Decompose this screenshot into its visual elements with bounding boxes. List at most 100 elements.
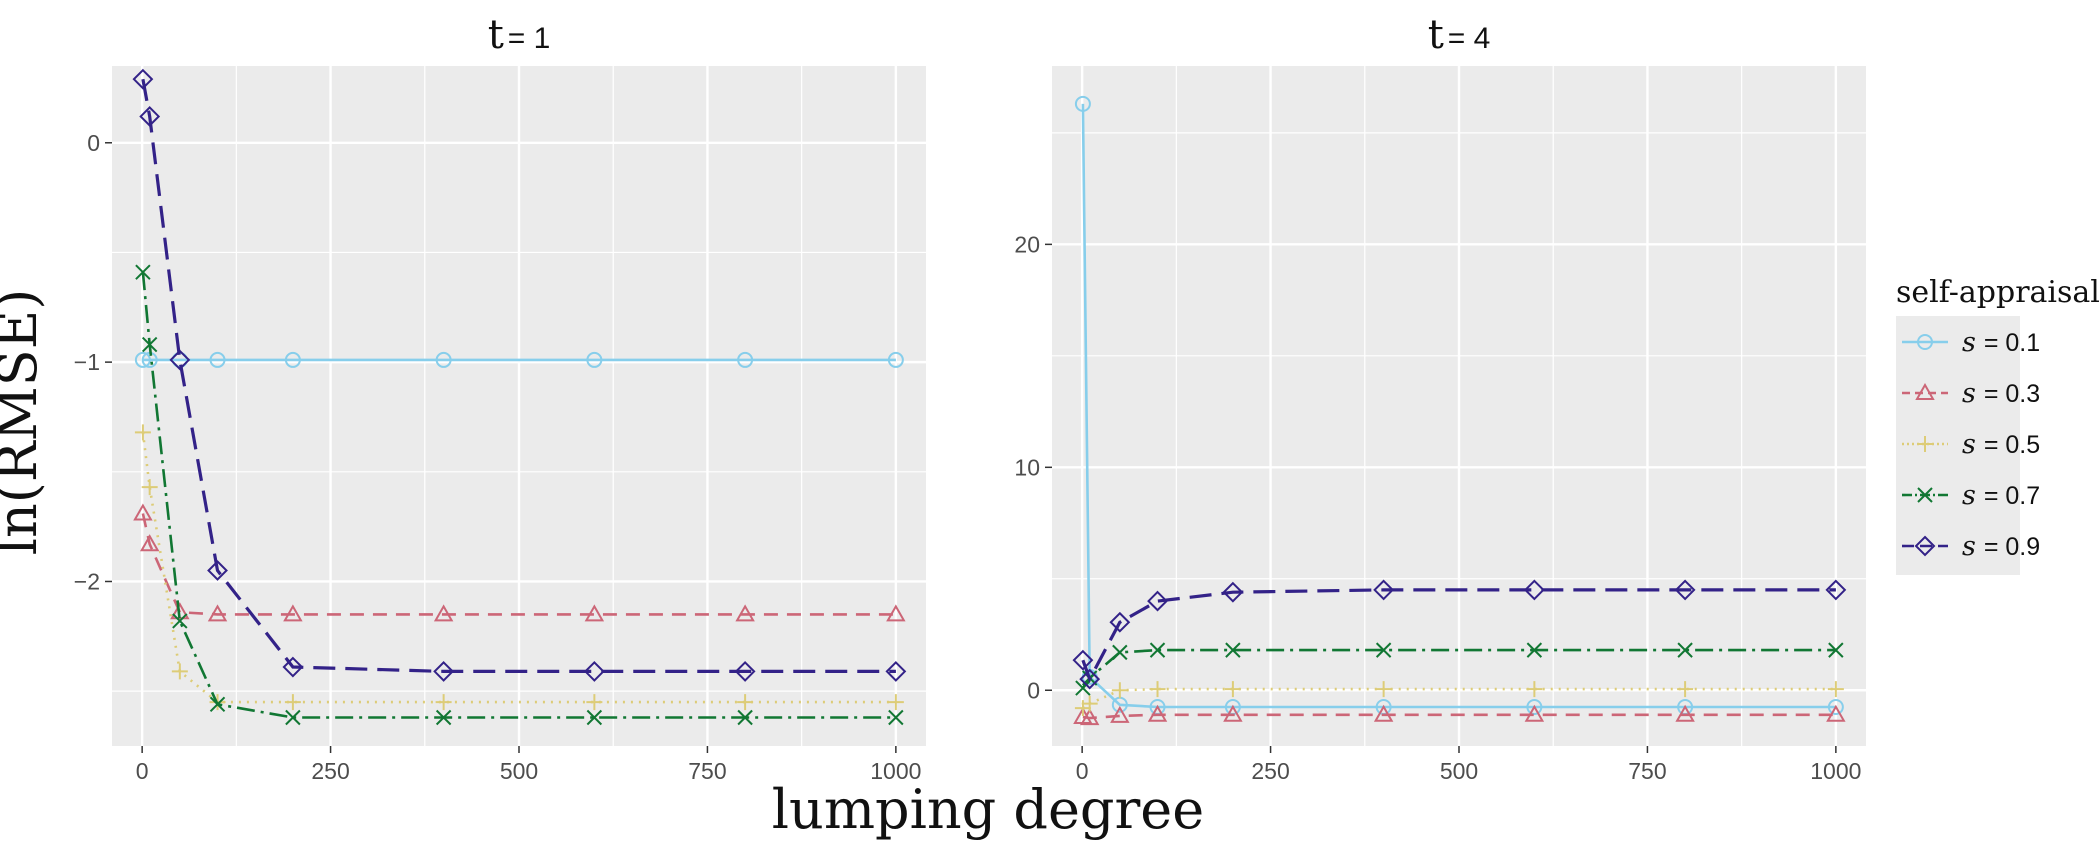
x-tick-label: 0 xyxy=(1076,758,1089,784)
data-point xyxy=(284,694,301,711)
data-point xyxy=(586,351,603,368)
data-point xyxy=(584,604,605,622)
panel-t4: 0 250 500 750 1000 0 10 20 t = 4 xyxy=(1014,12,1866,784)
y-tick-label: 0 xyxy=(1027,677,1040,703)
data-point xyxy=(1825,579,1847,601)
data-point xyxy=(209,351,226,368)
data-point xyxy=(1147,704,1168,722)
legend-item: s = 0.1 xyxy=(1902,327,2040,358)
series-line xyxy=(141,513,896,616)
legend-label: s = 0.7 xyxy=(1962,480,2040,511)
series-diamond xyxy=(1072,579,1847,690)
data-point xyxy=(1675,704,1695,722)
legend-label: s = 0.5 xyxy=(1962,429,2040,460)
legend-item: s = 0.7 xyxy=(1902,480,2040,511)
series-plus xyxy=(1074,681,1844,717)
data-point xyxy=(282,656,304,678)
y-axis-label: ln(RMSE) xyxy=(0,289,49,556)
data-point xyxy=(435,351,452,368)
legend-marker xyxy=(1914,535,1936,557)
y-tick-label: 0 xyxy=(87,130,100,156)
legend-item: s = 0.3 xyxy=(1902,378,2040,409)
data-point xyxy=(887,694,904,711)
data-point xyxy=(285,709,301,726)
data-point xyxy=(283,604,303,622)
data-point xyxy=(885,661,907,682)
data-point xyxy=(886,604,906,622)
data-point xyxy=(1375,642,1392,658)
data-point xyxy=(1223,704,1243,722)
data-point xyxy=(1523,579,1545,601)
y-tick-label: −2 xyxy=(74,568,100,594)
legend-marker xyxy=(1917,334,1933,350)
data-point xyxy=(586,709,603,726)
legend-key-background xyxy=(1896,316,2020,575)
data-point xyxy=(132,68,154,90)
data-point xyxy=(1677,681,1694,698)
data-point xyxy=(1072,649,1094,671)
panel-title: t = 4 xyxy=(1428,12,1491,58)
data-point xyxy=(169,349,191,371)
data-point xyxy=(1375,681,1392,698)
series-line xyxy=(1082,713,1836,720)
data-point xyxy=(583,661,605,682)
x-tick-label: 1000 xyxy=(870,758,921,784)
y-tick-label: −1 xyxy=(74,349,100,375)
data-point xyxy=(207,604,228,622)
data-point xyxy=(1827,698,1844,715)
data-point xyxy=(1075,680,1091,696)
series-line xyxy=(1081,648,1836,689)
data-point xyxy=(1826,704,1846,722)
x-tick-label: 250 xyxy=(311,758,349,784)
data-point xyxy=(1149,681,1166,698)
data-point xyxy=(888,709,904,726)
legend-label: s = 0.9 xyxy=(1962,531,2040,562)
data-point xyxy=(737,709,753,726)
data-point xyxy=(735,604,755,622)
data-point xyxy=(433,604,454,622)
x-tick-label: 250 xyxy=(1251,758,1289,784)
data-point xyxy=(734,661,756,682)
data-point xyxy=(134,424,151,441)
data-point xyxy=(1524,704,1545,722)
data-point xyxy=(207,560,228,581)
legend: self-appraisal s = 0.1 s = 0.3 s = 0.5 s = 0.7 s… xyxy=(1896,275,2100,575)
data-point xyxy=(737,694,754,711)
x-tick-label: 1000 xyxy=(1810,758,1861,784)
series-plus xyxy=(134,424,904,711)
data-point xyxy=(1112,644,1128,661)
series-x xyxy=(135,264,904,726)
series-diamond xyxy=(132,68,907,682)
data-point xyxy=(135,264,151,280)
panel-title: t = 1 xyxy=(488,12,551,58)
data-point xyxy=(1079,668,1101,690)
x-tick-label: 750 xyxy=(1628,758,1666,784)
data-point xyxy=(139,534,160,552)
legend-item: s = 0.9 xyxy=(1902,531,2040,562)
data-point xyxy=(586,694,603,711)
data-point xyxy=(1109,611,1131,633)
series-triangle xyxy=(1073,704,1846,726)
y-tick-label: 20 xyxy=(1014,231,1040,257)
data-point xyxy=(209,696,226,713)
x-axis-label: lumping degree xyxy=(772,778,1204,841)
data-point xyxy=(1110,705,1130,723)
legend-marker xyxy=(1917,487,1933,503)
data-point xyxy=(171,663,188,680)
legend-title: self-appraisal xyxy=(1896,275,2100,310)
data-point xyxy=(1526,698,1543,715)
data-point xyxy=(887,351,904,368)
data-point xyxy=(141,479,158,496)
data-point xyxy=(1828,642,1844,658)
data-point xyxy=(1149,642,1166,658)
data-point xyxy=(435,709,452,726)
data-point xyxy=(1373,579,1395,601)
data-point xyxy=(1081,695,1098,712)
data-point xyxy=(133,503,153,521)
data-point xyxy=(1526,681,1543,698)
data-point xyxy=(1225,642,1241,658)
data-point xyxy=(435,694,452,711)
data-point xyxy=(737,351,754,368)
legend-label: s = 0.3 xyxy=(1962,378,2040,409)
